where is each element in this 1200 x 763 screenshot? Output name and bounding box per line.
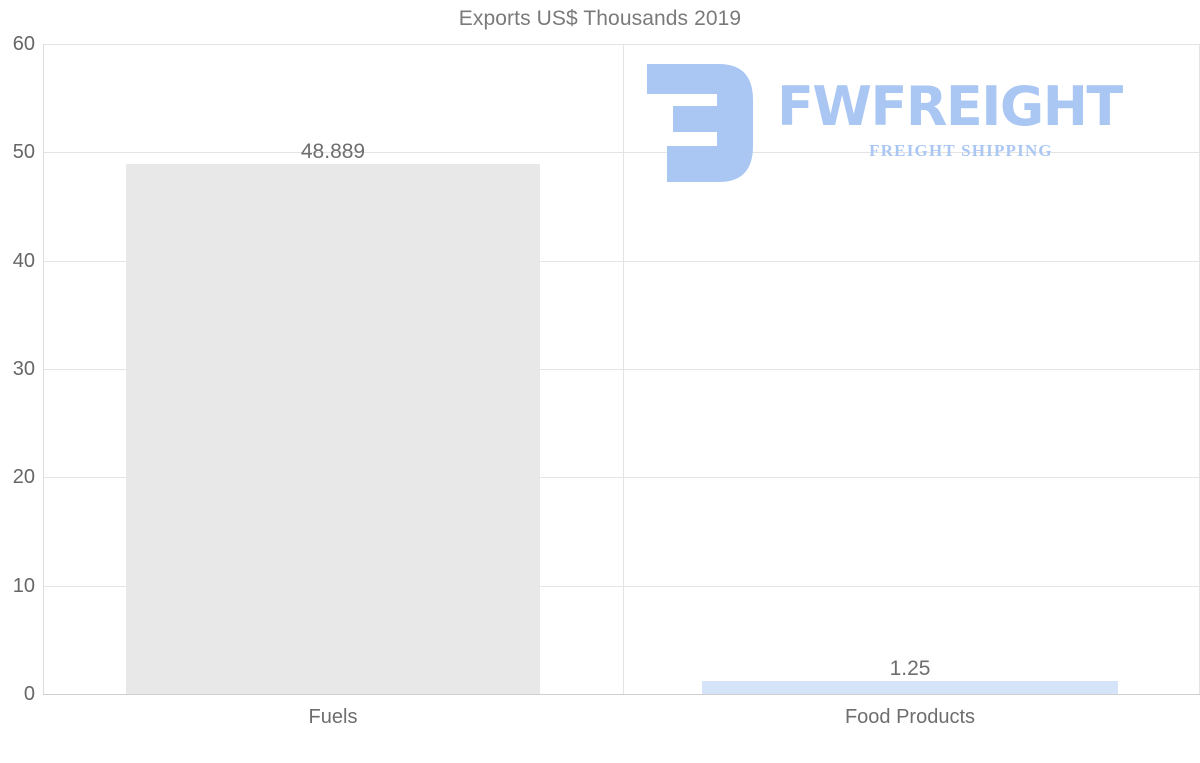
gridline-60 [43,44,1200,45]
gridline-40 [43,260,1200,262]
plot-area: 60 50 40 30 20 10 0 48.889 1.25 [13,34,1200,704]
gridline-50 [43,152,1200,154]
chart-title: Exports US$ Thousands 2019 [458,7,742,30]
y-tick-label-20: 20 [12,466,35,489]
bar-fuels[interactable] [126,164,540,694]
gridline-10 [43,585,1200,587]
y-tick-label-30: 30 [12,358,35,380]
gridline-30 [43,369,1200,370]
bar-food-products[interactable] [702,680,1118,694]
bar-value-label-food-products: 1.25 [889,656,931,680]
y-axis-line [43,44,44,694]
y-tick-label-40: 40 [12,249,35,272]
y-tick-label-0: 0 [23,683,35,705]
x-axis-label-fuels: Fuels [308,706,358,728]
gridline-20 [43,477,1200,479]
gridline-category-divider [623,44,624,694]
bar-value-label-fuels: 48.889 [300,140,366,164]
axis-baseline [43,694,1200,695]
y-tick-label-60: 60 [12,33,35,55]
y-tick-label-10: 10 [12,574,35,597]
y-tick-label-50: 50 [12,141,35,164]
x-axis-label-food-products: Food Products [844,706,976,728]
